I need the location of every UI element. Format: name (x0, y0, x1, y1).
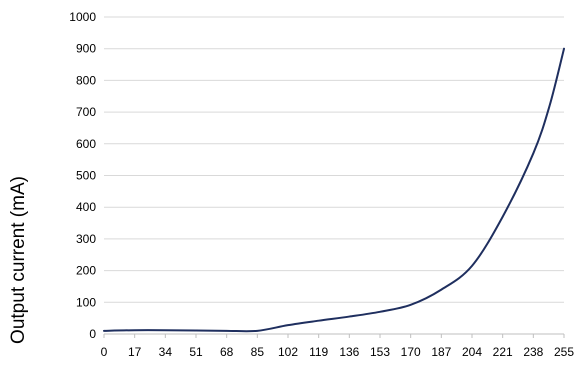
x-tick-label: 85 (251, 345, 265, 359)
y-tick-label: 600 (76, 137, 96, 151)
x-tick-label: 153 (370, 345, 390, 359)
y-tick-label: 100 (76, 295, 96, 309)
y-tick-label: 0 (89, 327, 96, 341)
y-tick-label: 300 (76, 232, 96, 246)
x-tick-label: 136 (339, 345, 359, 359)
x-tick-labels: 0 17 34 51 68 85 102 119 136 153 170 187 204 221 238 25… (101, 345, 575, 359)
y-tick-label: 200 (76, 264, 96, 278)
x-tick-label: 34 (159, 345, 173, 359)
x-tick-label: 0 (101, 345, 108, 359)
x-tick-label: 187 (431, 345, 451, 359)
y-axis-title: Output current (mA) (8, 176, 29, 344)
y-tick-label: 1000 (69, 10, 96, 24)
x-tick-label: 68 (220, 345, 234, 359)
x-tick-label: 238 (523, 345, 543, 359)
x-tick-label: 51 (189, 345, 203, 359)
series-lines (103, 47, 565, 333)
x-tick-label: 102 (278, 345, 298, 359)
y-tick-labels: 0 100 200 300 400 500 600 700 800 900 1000 (69, 10, 96, 341)
x-tick-label: 17 (128, 345, 142, 359)
x-tick-label: 170 (401, 345, 421, 359)
x-tick-label: 221 (493, 345, 513, 359)
gridlines (104, 16, 564, 303)
x-tick-label: 255 (554, 345, 574, 359)
x-tick-label: 204 (462, 345, 482, 359)
y-tick-label: 900 (76, 42, 96, 56)
series-line-0 (103, 47, 565, 333)
axes (103, 333, 565, 338)
y-tick-label: 400 (76, 200, 96, 214)
y-tick-label: 700 (76, 105, 96, 119)
x-tick-label: 119 (309, 345, 328, 359)
y-tick-label: 500 (76, 169, 96, 183)
y-tick-label: 800 (76, 73, 96, 87)
